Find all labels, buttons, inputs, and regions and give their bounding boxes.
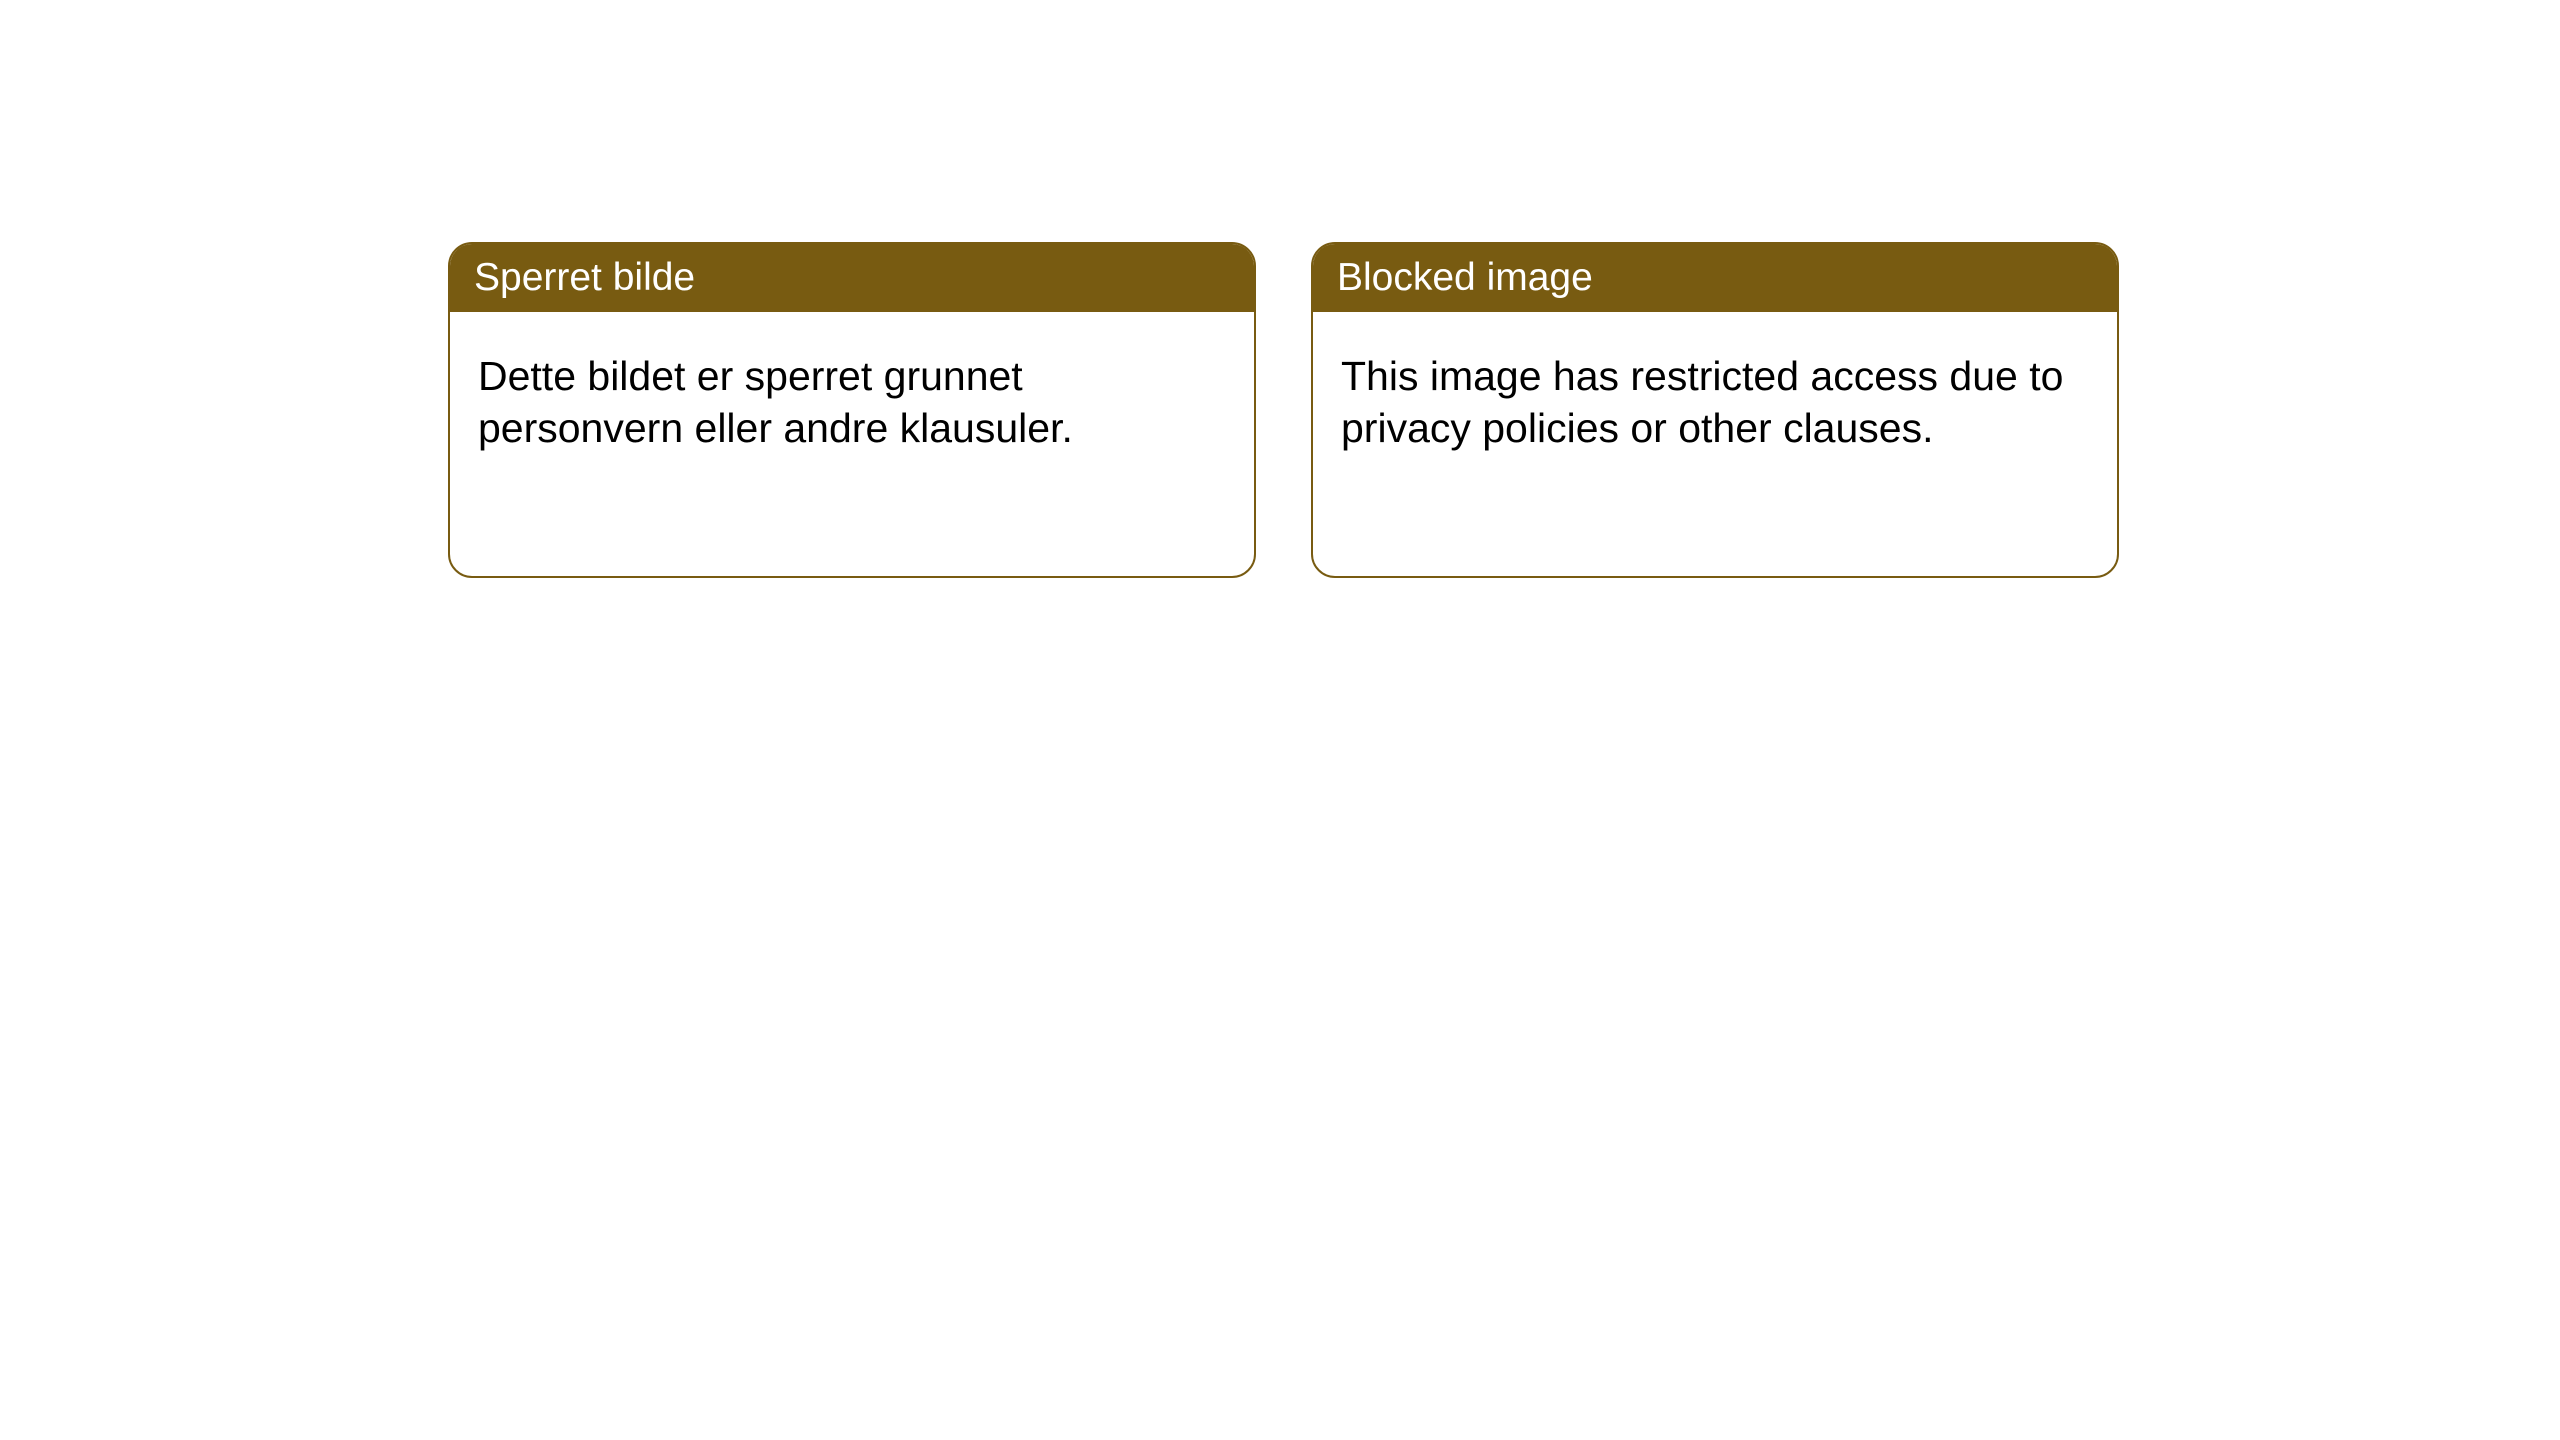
notice-card-title: Sperret bilde [450, 244, 1254, 312]
notice-card-norwegian: Sperret bilde Dette bildet er sperret gr… [448, 242, 1256, 578]
notice-card-body: This image has restricted access due to … [1313, 312, 2117, 493]
notice-card-body: Dette bildet er sperret grunnet personve… [450, 312, 1254, 493]
notice-card-title: Blocked image [1313, 244, 2117, 312]
notice-card-english: Blocked image This image has restricted … [1311, 242, 2119, 578]
notice-container: Sperret bilde Dette bildet er sperret gr… [0, 0, 2560, 578]
